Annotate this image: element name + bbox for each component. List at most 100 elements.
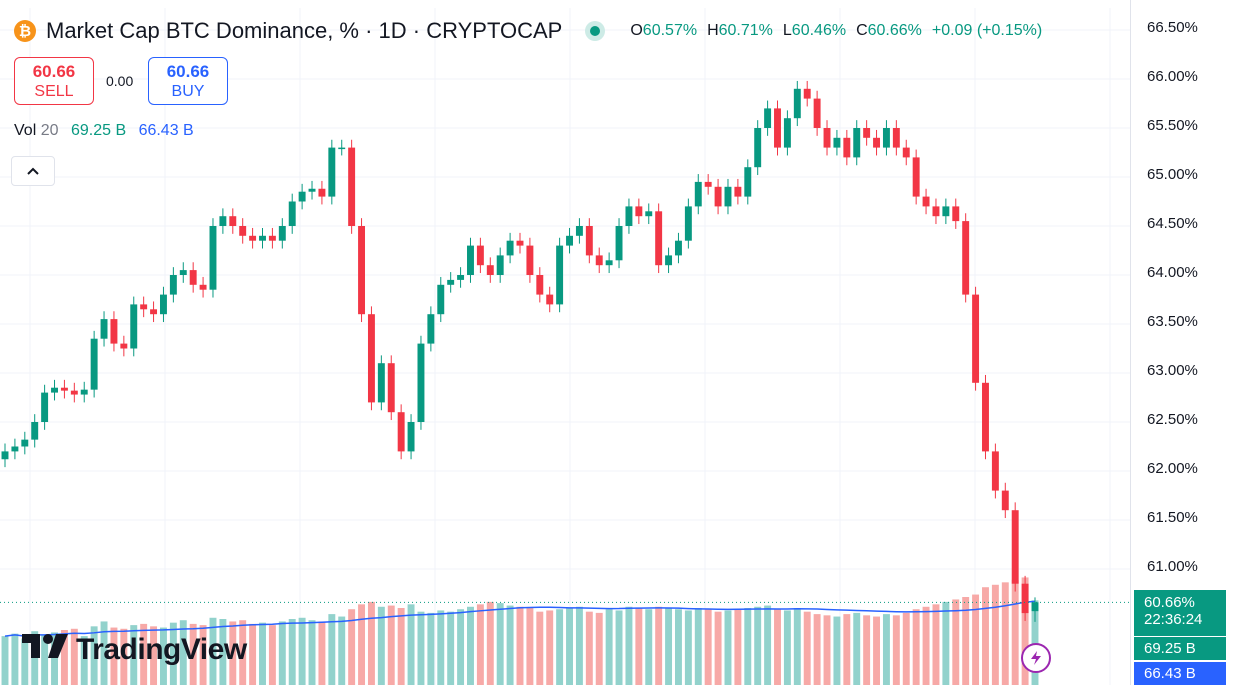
candle-body — [516, 240, 524, 246]
volume-bar — [358, 604, 366, 685]
volume-legend[interactable]: Vol 20 69.25 B 66.43 B — [14, 122, 194, 140]
volume-bar — [41, 634, 49, 685]
candle-body — [348, 147, 356, 226]
volume-bar — [437, 610, 445, 685]
ohlc-change: +0.09 (+0.15%) — [931, 22, 1043, 39]
sell-button[interactable]: 60.66 SELL — [14, 57, 94, 105]
candle-body — [585, 226, 593, 256]
candle-body — [189, 270, 197, 285]
volume-bar — [892, 615, 900, 685]
volume-bar — [278, 621, 286, 685]
volume-bar — [734, 609, 742, 685]
volume-bar — [298, 617, 306, 685]
volume-bar — [308, 620, 316, 685]
volume-bar — [744, 608, 752, 685]
price-axis[interactable]: 66.50% 66.00% 65.50% 65.00% 64.50% 64.00% 63.5… — [1130, 0, 1233, 685]
candle-body — [427, 314, 435, 344]
candle-body — [655, 211, 663, 266]
buy-button[interactable]: 60.66 BUY — [148, 57, 228, 105]
candle-body — [1021, 583, 1029, 614]
candle-body — [1031, 602, 1039, 612]
logo-text: TradingView — [76, 633, 247, 666]
candle-body — [892, 128, 900, 148]
price-tick-label: 61.00% — [1147, 558, 1198, 575]
volume-bar — [51, 632, 58, 685]
candle-body — [575, 226, 583, 236]
chart-header: ₿ Market Cap BTC Dominance, % · 1D · CRY… — [14, 18, 1052, 44]
candle-body — [496, 255, 504, 275]
candle-body — [407, 422, 415, 452]
lightning-icon[interactable] — [1021, 643, 1051, 673]
volume-bar — [447, 611, 455, 685]
candle-body — [803, 88, 811, 99]
price-tick-label: 63.50% — [1147, 313, 1198, 330]
candlestick-chart[interactable] — [0, 8, 1130, 685]
price-tick-label: 65.50% — [1147, 117, 1198, 134]
candle-body — [298, 191, 306, 202]
candle-body — [100, 319, 108, 339]
candle-body — [486, 265, 494, 275]
candle-body — [556, 245, 564, 305]
volume-bar — [417, 611, 425, 685]
volume-bar — [239, 620, 247, 685]
candle-body — [912, 157, 920, 197]
volume-bar — [793, 608, 801, 685]
candle-body — [199, 284, 207, 290]
volume-bar — [259, 622, 266, 685]
volume-bar — [982, 587, 989, 685]
volume-bar — [1001, 582, 1009, 685]
volume-bar — [31, 631, 39, 685]
volume-bar — [427, 612, 435, 685]
volume-bar — [942, 601, 950, 685]
sell-label: SELL — [34, 83, 74, 100]
candle-body — [853, 128, 861, 158]
volume-bar — [991, 584, 999, 685]
candle-body — [823, 128, 831, 148]
bitcoin-icon: ₿ — [14, 20, 36, 42]
volume-bar — [546, 610, 554, 685]
candle-body — [140, 304, 148, 310]
candle-body — [783, 118, 791, 148]
volume-bar — [754, 606, 762, 685]
candle-body — [21, 439, 29, 447]
volume-bar — [605, 609, 613, 685]
price-tick-label: 61.50% — [1147, 509, 1198, 526]
price-tick-label: 66.50% — [1147, 19, 1198, 36]
volume-bar — [962, 597, 970, 685]
volume-bar — [377, 606, 385, 685]
candle-body — [51, 387, 58, 393]
volume-bar — [645, 609, 653, 685]
candle-body — [130, 304, 138, 349]
buy-price: 60.66 — [166, 62, 210, 81]
volume-bar — [11, 633, 19, 685]
volume-bar — [387, 605, 395, 685]
volume-tag: 69.25 B — [1134, 637, 1226, 660]
tradingview-logo[interactable]: TradingView — [20, 632, 247, 668]
chart-title[interactable]: Market Cap BTC Dominance, % · 1D · CRYPT… — [46, 18, 563, 43]
volume-bar — [902, 612, 910, 685]
volume-bar — [635, 608, 643, 685]
candle-body — [268, 235, 276, 241]
volume-bar — [367, 601, 375, 685]
last-price-tag: 60.66% 22:36:24 — [1134, 590, 1226, 636]
volume-bar — [199, 625, 207, 685]
volume-bar — [159, 627, 167, 685]
volume-bar — [476, 604, 484, 685]
candle-body — [991, 451, 999, 491]
candle-body — [952, 206, 960, 222]
volume-bar — [882, 614, 890, 685]
candle-body — [902, 147, 910, 158]
candle-body — [288, 201, 296, 226]
volume-bar — [90, 626, 98, 685]
candle-body — [219, 216, 227, 226]
candle-body — [714, 186, 722, 207]
volume-bar — [219, 619, 227, 685]
candle-body — [982, 382, 989, 452]
volume-bar — [209, 617, 217, 685]
collapse-legend-button[interactable] — [11, 156, 55, 186]
candle-body — [358, 226, 366, 315]
volume-bar — [655, 606, 663, 685]
ohlc-open: O60.57% — [630, 22, 698, 39]
volume-bar — [288, 619, 296, 685]
candle-body — [229, 216, 237, 226]
